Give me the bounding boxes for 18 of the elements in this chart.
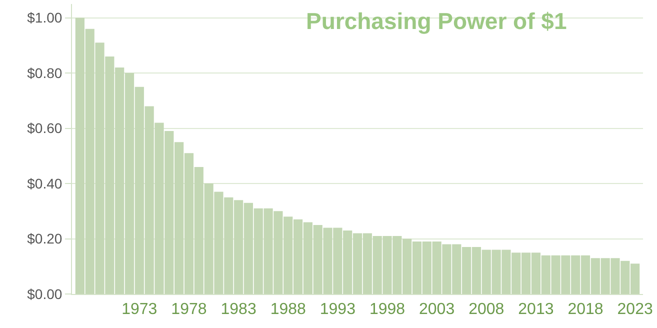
y-tick-label: $0.20	[27, 230, 62, 247]
x-tick-label: 2023	[617, 301, 653, 318]
x-tick-label: 1973	[122, 301, 158, 318]
x-tick-label: 2013	[518, 301, 554, 318]
x-tick-label: 1988	[270, 301, 306, 318]
x-tick-label: 2018	[568, 301, 604, 318]
x-tick-label: 1983	[220, 301, 256, 318]
y-tick-label: $0.00	[27, 286, 62, 302]
x-tick-label: 1993	[320, 301, 356, 318]
y-tick-label: $1.00	[27, 10, 62, 26]
x-tick-label: 2003	[419, 301, 455, 318]
x-tick-label: 1998	[369, 301, 406, 318]
chart-title: Purchasing Power of $1	[306, 8, 567, 34]
y-tick-label: $0.60	[27, 120, 62, 136]
x-tick-label: 2008	[468, 301, 504, 318]
y-tick-label: $0.80	[27, 64, 62, 81]
x-tick-label: 1978	[171, 301, 207, 318]
y-tick-label: $0.40	[27, 175, 62, 192]
